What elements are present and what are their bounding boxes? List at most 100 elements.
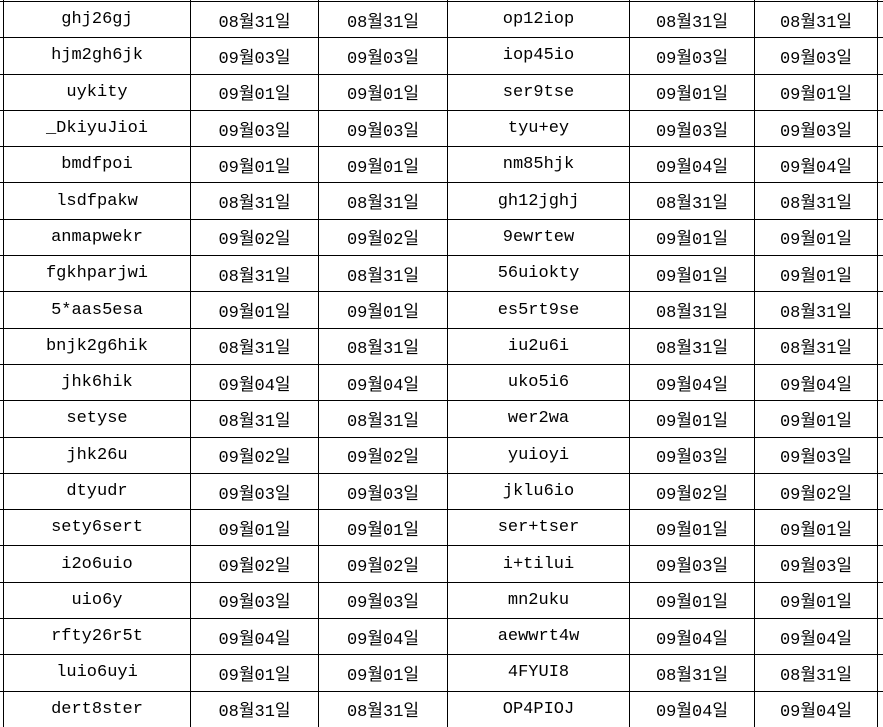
cell-date[interactable]: 09월01일 [755,401,877,437]
cell-id[interactable]: dert8ster [4,691,190,727]
cell-date[interactable]: 09월04일 [755,147,877,183]
cell-date[interactable]: 09월01일 [319,292,447,328]
cell-date[interactable]: 09월04일 [319,619,447,655]
cell-date[interactable]: 09월01일 [191,655,318,691]
cell-date[interactable]: 09월03일 [755,546,877,582]
cell-date[interactable]: 09월03일 [319,110,447,147]
cell-id[interactable]: 9ewrtew [448,219,629,256]
cell-date[interactable]: 09월01일 [755,582,877,619]
cell-date[interactable]: 09월02일 [319,219,447,256]
cell-date[interactable]: 09월01일 [319,510,447,546]
cell-id[interactable]: i2o6uio [4,546,190,582]
cell-date[interactable]: 09월01일 [755,510,877,546]
cell-date[interactable]: 09월01일 [755,256,877,292]
cell-id[interactable]: es5rt9se [448,292,629,328]
cell-date[interactable]: 09월03일 [755,437,877,473]
cell-id[interactable]: wer2wa [448,401,629,437]
cell-id[interactable]: tyu+ey [448,110,629,147]
cell-date[interactable]: 08월31일 [630,183,754,219]
cell-id[interactable]: yuioyi [448,437,629,473]
cell-date[interactable]: 09월03일 [319,473,447,510]
cell-date[interactable]: 09월04일 [755,691,877,727]
cell-date[interactable]: 09월04일 [630,619,754,655]
cell-date[interactable]: 09월03일 [191,473,318,510]
cell-id[interactable]: _DkiyuJioi [4,110,190,147]
cell-date[interactable]: 09월01일 [630,401,754,437]
cell-date[interactable]: 09월03일 [755,38,877,74]
cell-date[interactable]: 09월04일 [755,364,877,401]
cell-date[interactable]: 09월01일 [191,292,318,328]
cell-id[interactable]: hjm2gh6jk [4,38,190,74]
cell-date[interactable]: 09월01일 [191,147,318,183]
cell-id[interactable]: uko5i6 [448,364,629,401]
cell-id[interactable]: op12iop [448,2,629,38]
cell-date[interactable]: 09월01일 [319,655,447,691]
cell-date[interactable]: 08월31일 [191,401,318,437]
cell-date[interactable]: 09월03일 [191,110,318,147]
cell-date[interactable]: 08월31일 [319,256,447,292]
cell-id[interactable]: iop45io [448,38,629,74]
cell-date[interactable]: 09월01일 [755,219,877,256]
cell-id[interactable]: iu2u6i [448,328,629,364]
cell-date[interactable]: 09월01일 [630,256,754,292]
cell-id[interactable]: sety6sert [4,510,190,546]
cell-date[interactable]: 09월03일 [191,582,318,619]
cell-date[interactable]: 08월31일 [755,292,877,328]
cell-date[interactable]: 08월31일 [191,328,318,364]
cell-date[interactable]: 08월31일 [755,328,877,364]
cell-id[interactable]: 4FYUI8 [448,655,629,691]
cell-date[interactable]: 09월03일 [630,437,754,473]
cell-date[interactable]: 08월31일 [319,401,447,437]
cell-date[interactable]: 09월01일 [319,147,447,183]
cell-date[interactable]: 08월31일 [755,2,877,38]
cell-date[interactable]: 08월31일 [191,183,318,219]
cell-id[interactable]: 5*aas5esa [4,292,190,328]
cell-id[interactable]: 56uiokty [448,256,629,292]
cell-date[interactable]: 08월31일 [630,2,754,38]
cell-id[interactable]: rfty26r5t [4,619,190,655]
cell-date[interactable]: 09월02일 [755,473,877,510]
cell-date[interactable]: 09월02일 [191,219,318,256]
cell-date[interactable]: 08월31일 [630,292,754,328]
cell-id[interactable]: dtyudr [4,473,190,510]
cell-id[interactable]: jhk6hik [4,364,190,401]
cell-date[interactable]: 08월31일 [319,691,447,727]
cell-id[interactable]: ghj26gj [4,2,190,38]
cell-date[interactable]: 08월31일 [630,655,754,691]
cell-date[interactable]: 09월04일 [191,619,318,655]
cell-id[interactable]: uio6y [4,582,190,619]
cell-id[interactable]: fgkhparjwi [4,256,190,292]
cell-date[interactable]: 09월02일 [319,437,447,473]
cell-date[interactable]: 09월04일 [191,364,318,401]
cell-id[interactable]: mn2uku [448,582,629,619]
cell-date[interactable]: 08월31일 [630,328,754,364]
cell-date[interactable]: 08월31일 [319,183,447,219]
cell-date[interactable]: 08월31일 [755,655,877,691]
cell-id[interactable]: aewwrt4w [448,619,629,655]
cell-date[interactable]: 08월31일 [319,2,447,38]
cell-id[interactable]: jklu6io [448,473,629,510]
cell-id[interactable]: uykity [4,74,190,110]
cell-date[interactable]: 08월31일 [191,691,318,727]
cell-date[interactable]: 09월01일 [191,74,318,110]
cell-id[interactable]: jhk26u [4,437,190,473]
cell-date[interactable]: 09월03일 [630,546,754,582]
cell-id[interactable]: anmapwekr [4,219,190,256]
cell-id[interactable]: bmdfpoi [4,147,190,183]
cell-date[interactable]: 09월03일 [630,38,754,74]
cell-id[interactable]: setyse [4,401,190,437]
cell-id[interactable]: ser+tser [448,510,629,546]
cell-date[interactable]: 09월04일 [319,364,447,401]
cell-date[interactable]: 09월01일 [755,74,877,110]
cell-date[interactable]: 09월02일 [319,546,447,582]
cell-id[interactable]: gh12jghj [448,183,629,219]
cell-id[interactable]: OP4PIOJ [448,691,629,727]
cell-date[interactable]: 09월03일 [755,110,877,147]
cell-date[interactable]: 09월01일 [319,74,447,110]
cell-date[interactable]: 09월04일 [755,619,877,655]
cell-date[interactable]: 09월04일 [630,691,754,727]
cell-date[interactable]: 08월31일 [191,2,318,38]
cell-date[interactable]: 09월01일 [630,582,754,619]
cell-date[interactable]: 09월01일 [630,510,754,546]
cell-date[interactable]: 08월31일 [319,328,447,364]
